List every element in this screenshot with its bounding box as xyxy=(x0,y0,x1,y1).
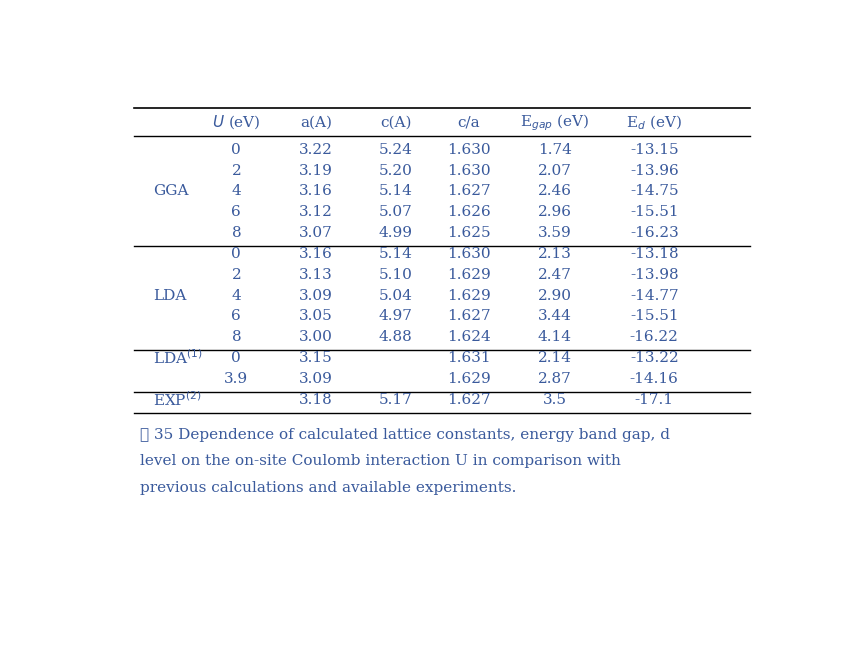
Text: 2.14: 2.14 xyxy=(538,351,572,365)
Text: 1.630: 1.630 xyxy=(447,143,490,156)
Text: 3.16: 3.16 xyxy=(299,184,333,199)
Text: 6: 6 xyxy=(231,310,241,323)
Text: 0: 0 xyxy=(231,143,241,156)
Text: -15.51: -15.51 xyxy=(630,310,679,323)
Text: 퍤 35 Dependence of calculated lattice constants, energy band gap, d: 퍤 35 Dependence of calculated lattice co… xyxy=(140,428,670,442)
Text: 3.22: 3.22 xyxy=(299,143,333,156)
Text: 1.74: 1.74 xyxy=(538,143,572,156)
Text: c/a: c/a xyxy=(457,115,480,129)
Text: 2: 2 xyxy=(231,268,241,282)
Text: $U$ (eV): $U$ (eV) xyxy=(212,114,261,131)
Text: LDA$^{(1)}$: LDA$^{(1)}$ xyxy=(153,348,203,368)
Text: 5.14: 5.14 xyxy=(378,184,413,199)
Text: -16.22: -16.22 xyxy=(630,330,679,345)
Text: c(A): c(A) xyxy=(380,115,412,129)
Text: 3.59: 3.59 xyxy=(538,226,572,240)
Text: -13.15: -13.15 xyxy=(630,143,679,156)
Text: 3.19: 3.19 xyxy=(299,164,333,178)
Text: 3.12: 3.12 xyxy=(299,205,333,219)
Text: 1.627: 1.627 xyxy=(447,393,490,407)
Text: 1.629: 1.629 xyxy=(447,372,490,386)
Text: 3.9: 3.9 xyxy=(224,372,248,386)
Text: 2.46: 2.46 xyxy=(538,184,572,199)
Text: 1.631: 1.631 xyxy=(447,351,490,365)
Text: -16.23: -16.23 xyxy=(630,226,679,240)
Text: level on the on-site Coulomb interaction U in comparison with: level on the on-site Coulomb interaction… xyxy=(140,454,621,469)
Text: 2.47: 2.47 xyxy=(538,268,572,282)
Text: GGA: GGA xyxy=(153,184,189,199)
Text: 4.14: 4.14 xyxy=(538,330,572,345)
Text: 3.13: 3.13 xyxy=(299,268,333,282)
Text: a(A): a(A) xyxy=(300,115,332,129)
Text: -14.77: -14.77 xyxy=(630,288,679,302)
Text: -17.1: -17.1 xyxy=(635,393,674,407)
Text: 3.00: 3.00 xyxy=(299,330,333,345)
Text: 6: 6 xyxy=(231,205,241,219)
Text: 5.10: 5.10 xyxy=(378,268,413,282)
Text: 1.629: 1.629 xyxy=(447,268,490,282)
Text: 4.99: 4.99 xyxy=(378,226,413,240)
Text: E$_{d}$ (eV): E$_{d}$ (eV) xyxy=(627,114,682,132)
Text: 3.09: 3.09 xyxy=(299,288,333,302)
Text: LDA: LDA xyxy=(153,288,187,302)
Text: 2.96: 2.96 xyxy=(538,205,572,219)
Text: -13.96: -13.96 xyxy=(630,164,679,178)
Text: -13.22: -13.22 xyxy=(630,351,679,365)
Text: 4: 4 xyxy=(231,184,241,199)
Text: 1.627: 1.627 xyxy=(447,310,490,323)
Text: 2.87: 2.87 xyxy=(538,372,572,386)
Text: 1.630: 1.630 xyxy=(447,247,490,261)
Text: 3.16: 3.16 xyxy=(299,247,333,261)
Text: 3.44: 3.44 xyxy=(538,310,572,323)
Text: 3.5: 3.5 xyxy=(543,393,567,407)
Text: 1.630: 1.630 xyxy=(447,164,490,178)
Text: 2.90: 2.90 xyxy=(538,288,572,302)
Text: 8: 8 xyxy=(232,226,241,240)
Text: 5.24: 5.24 xyxy=(378,143,413,156)
Text: 3.07: 3.07 xyxy=(299,226,333,240)
Text: 4.88: 4.88 xyxy=(378,330,413,345)
Text: 4: 4 xyxy=(231,288,241,302)
Text: 1.627: 1.627 xyxy=(447,184,490,199)
Text: 2: 2 xyxy=(231,164,241,178)
Text: -13.18: -13.18 xyxy=(630,247,679,261)
Text: 3.15: 3.15 xyxy=(299,351,333,365)
Text: 1.625: 1.625 xyxy=(447,226,490,240)
Text: 5.14: 5.14 xyxy=(378,247,413,261)
Text: 5.04: 5.04 xyxy=(378,288,413,302)
Text: -14.16: -14.16 xyxy=(630,372,679,386)
Text: 1.626: 1.626 xyxy=(447,205,490,219)
Text: 3.09: 3.09 xyxy=(299,372,333,386)
Text: -15.51: -15.51 xyxy=(630,205,679,219)
Text: 5.17: 5.17 xyxy=(378,393,413,407)
Text: 2.13: 2.13 xyxy=(538,247,572,261)
Text: 1.624: 1.624 xyxy=(447,330,490,345)
Text: previous calculations and available experiments.: previous calculations and available expe… xyxy=(140,480,516,495)
Text: E$_{gap}$ (eV): E$_{gap}$ (eV) xyxy=(520,112,590,133)
Text: -13.98: -13.98 xyxy=(630,268,679,282)
Text: 0: 0 xyxy=(231,351,241,365)
Text: 8: 8 xyxy=(232,330,241,345)
Text: 5.07: 5.07 xyxy=(378,205,413,219)
Text: 2.07: 2.07 xyxy=(538,164,572,178)
Text: 0: 0 xyxy=(231,247,241,261)
Text: 4.97: 4.97 xyxy=(378,310,413,323)
Text: -14.75: -14.75 xyxy=(630,184,679,199)
Text: 3.05: 3.05 xyxy=(299,310,333,323)
Text: 5.20: 5.20 xyxy=(378,164,413,178)
Text: 3.18: 3.18 xyxy=(299,393,333,407)
Text: 1.629: 1.629 xyxy=(447,288,490,302)
Text: EXP$^{(2)}$: EXP$^{(2)}$ xyxy=(153,391,202,409)
